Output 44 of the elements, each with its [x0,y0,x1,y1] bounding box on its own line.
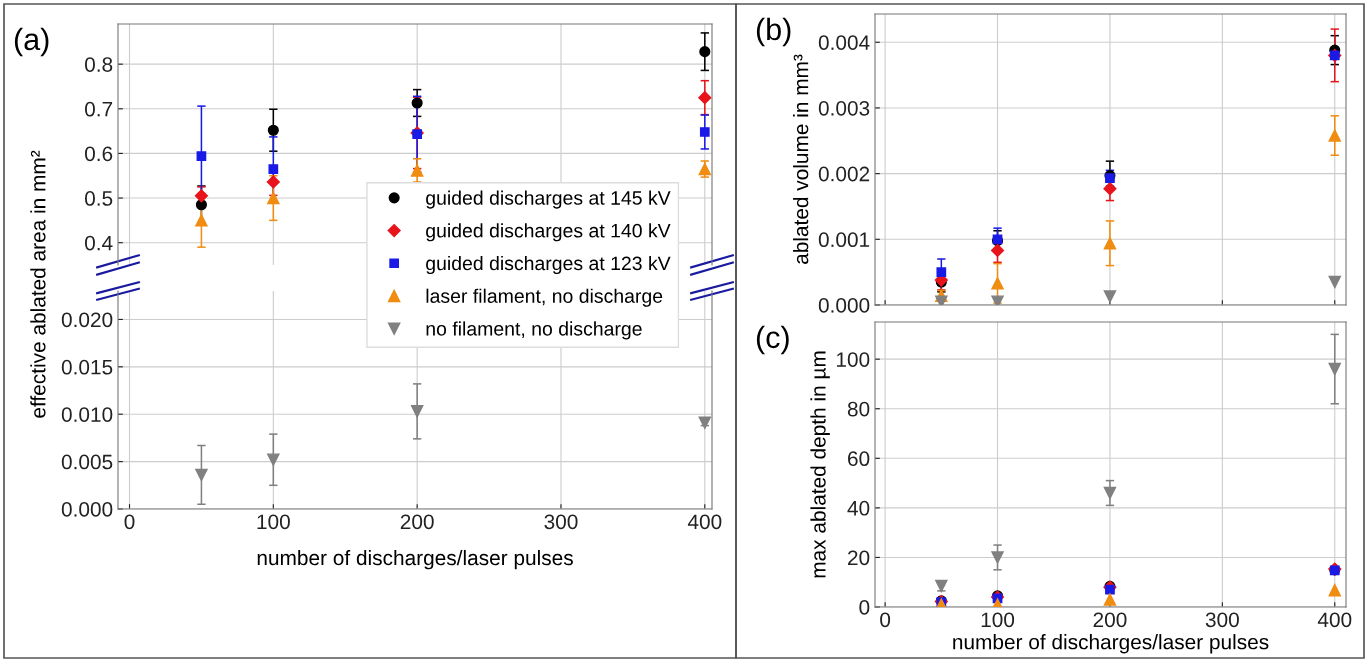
y-tick-label: 0.020 [61,312,113,328]
y-tick-label: 0 [859,600,870,615]
x-tick-label: 200 [400,514,434,530]
x-axis-title: number of discharges/laser pulses [953,634,1269,654]
legend-label: laser filament, no discharge [426,288,663,307]
x-tick-label: 400 [687,514,722,530]
y-tick-label: 0.8 [84,57,113,72]
y-tick-label: 0.6 [84,146,113,162]
y-tick-label: 0.010 [61,407,113,422]
legend-label: guided discharges at 140 kV [426,223,671,242]
text: (a) [14,27,49,57]
y-tick-label: 0.000 [61,502,113,517]
legend-label: guided discharges at 123 kV [426,255,671,275]
x-tick-label: 200 [1093,612,1127,628]
y-tick-label: 0.5 [84,191,113,206]
y-tick-label: 0.015 [61,359,113,375]
y-axis-title: ablated volume in mm³ [793,54,809,264]
y-tick-label: 40 [847,500,870,516]
y-tick-label: 0.7 [84,101,113,117]
y-tick-label: 0.4 [84,235,113,251]
y-tick-label: 0.002 [818,166,870,182]
y-tick-label: 0.004 [818,35,870,50]
y-tick-label: 80 [847,401,870,417]
y-axis-title: max ablated depth in µm [810,351,830,578]
legend-label: guided discharges at 145 kV [426,190,671,209]
text: (b) [756,17,791,47]
x-tick-label: 100 [981,612,1015,628]
x-tick-label: 100 [257,514,290,530]
x-tick-label: 400 [1317,612,1352,628]
y-tick-label: 60 [848,451,870,467]
x-tick-label: 0 [124,514,135,530]
y-tick-label: 0.005 [61,454,113,470]
x-tick-label: 0 [880,612,891,628]
y-tick-label: 100 [836,352,870,367]
x-tick-label: 300 [1205,612,1239,628]
y-tick-label: 20 [848,550,870,566]
x-axis-title: number of discharges/laser pulses [257,549,573,570]
y-tick-label: 0.001 [818,232,870,248]
y-axis-title: effective ablated area in mm² [30,150,46,418]
legend-label: no filament, no discharge [426,321,642,340]
text: (c) [756,325,789,355]
y-tick-label: 0.003 [818,100,870,116]
x-tick-label: 300 [544,514,578,530]
y-tick-label: 0.000 [818,298,870,313]
